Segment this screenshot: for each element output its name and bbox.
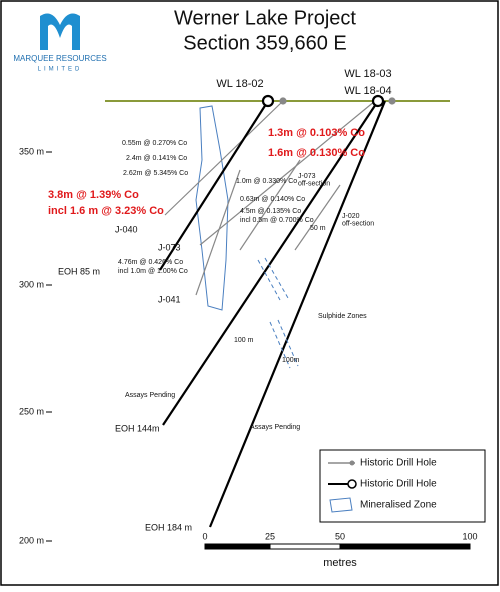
sulphide-zones [257,257,299,369]
scale-unit: metres [323,557,357,569]
highlight: 1.3m @ 0.103% Co [268,127,365,139]
scale-tick: 25 [265,531,275,541]
scale-bar [204,543,471,550]
elev-label: 350 m [19,146,44,156]
historic-label: J-041 [158,294,181,304]
note: Sulphide Zones [318,313,367,320]
note: Assays Pending [125,392,175,399]
hole-label: WL 18-02 [216,78,263,90]
intercept: 2.4m @ 0.141% Co [126,155,187,162]
eoh-label: EOH 184 m [145,522,192,532]
highlight: incl 1.6 m @ 3.23% Co [48,205,164,217]
title: Werner Lake Project [174,7,356,29]
intercept: 2.62m @ 5.345% Co [123,170,188,177]
legend-label: Mineralised Zone [360,500,437,511]
depth-mark: 50 m [310,225,326,232]
intercept: incl 0.5m @ 0.700% Co [240,217,314,224]
elevation-axis [46,151,52,542]
depth-mark: 100m [282,357,300,364]
logo-name: MARQUEE RESOURCES [13,54,106,63]
eoh-label: EOH 85 m [58,266,100,276]
historic-label: J-020 off-section [342,213,374,228]
mineralised-zone [195,105,229,311]
intercept: 4.76m @ 0.426% Co [118,259,183,266]
highlight: 3.8m @ 1.39% Co [48,189,139,201]
logo-sub: LIMITED [38,67,83,73]
historic-label: J-073 off-section [298,173,330,188]
eoh-label: EOH 144m [115,423,160,433]
subtitle: Section 359,660 E [183,32,346,54]
historic-holes [164,97,396,296]
intercept: incl 1.0m @ 1.00% Co [118,268,188,275]
intercept: 0.55m @ 0.270% Co [122,140,187,147]
elev-label: 200 m [19,535,44,545]
note: Assays Pending [250,424,300,431]
highlight: 1.6m @ 0.130% Co [268,147,365,159]
legend-label: Historic Drill Hole [360,458,437,469]
scale-tick: 100 [462,531,477,541]
elev-label: 250 m [19,406,44,416]
depth-mark: 100 m [234,337,254,344]
hole-label: WL 18-04 [344,85,391,97]
logo-mark [40,13,80,51]
historic-label: J-073 [158,242,181,252]
intercept: 0.63m @ 0.140% Co [240,196,305,203]
hole-label: WL 18-03 [344,68,391,80]
intercept: 4.5m @ 0.135% Co [240,208,301,215]
elev-label: 300 m [19,279,44,289]
legend-label: Historic Drill Hole [360,479,437,490]
scale-tick: 50 [335,531,345,541]
scale-tick: 0 [202,531,207,541]
intercept: 1.0m @ 0.330% Co [236,178,297,185]
historic-label: J-040 [115,224,138,234]
drill-holes [159,94,387,528]
legend [319,449,486,523]
